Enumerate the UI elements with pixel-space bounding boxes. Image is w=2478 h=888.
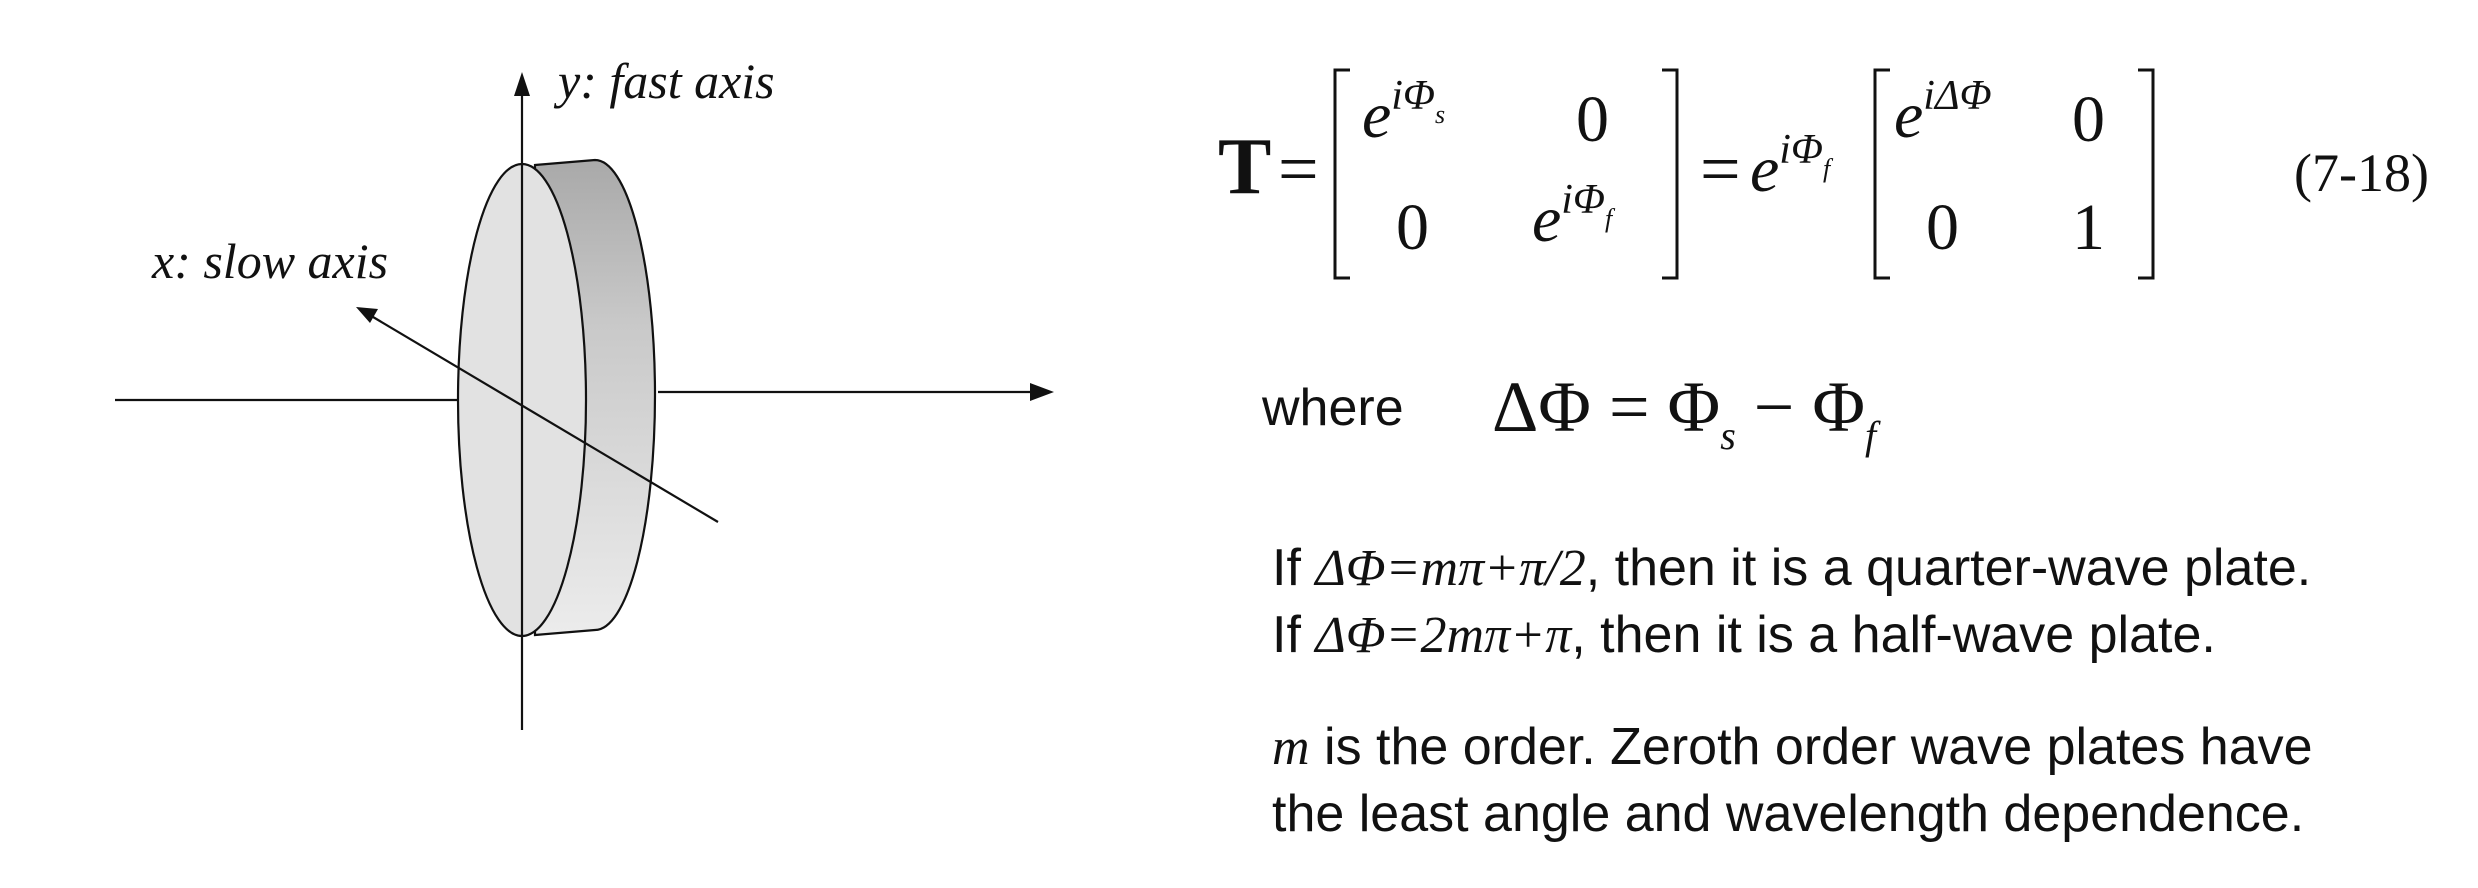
matrix1-right-bracket (1662, 68, 1679, 280)
order-note: m is the order. Zeroth order wave plates… (1272, 714, 2313, 847)
order-note-line1: m is the order. Zeroth order wave plates… (1272, 718, 2313, 776)
wave-plate-conditions: If ΔΦ=mπ+π/2, then it is a quarter-wave … (1272, 535, 2311, 669)
y-axis-label: y: fast axis (553, 53, 775, 109)
order-note-line2: the least angle and wavelength dependenc… (1272, 785, 2305, 843)
m2-r1c1: eiΔΦ (1894, 73, 1992, 152)
equation-number: (7-18) (2294, 143, 2429, 203)
equation-equals-2: = (1700, 129, 1741, 209)
m2-r1c2: 0 (2072, 83, 2105, 156)
m2-r2c1: 0 (1926, 191, 1959, 264)
x-axis-arrowhead (356, 307, 378, 323)
m1-r2c1: 0 (1396, 191, 1429, 264)
matrix2-left-bracket (1873, 68, 1890, 280)
where-label: where (1262, 379, 1404, 437)
m1-r2c2: eiΦf (1532, 177, 1613, 256)
matrix1-left-bracket (1333, 68, 1350, 280)
equation-lhs-T: T (1218, 123, 1272, 211)
matrix2-right-bracket (2138, 68, 2155, 280)
matrix-brackets (1333, 68, 2155, 280)
half-wave-condition: If ΔΦ=2mπ+π, then it is a half-wave plat… (1272, 606, 2216, 664)
x-axis-line (367, 313, 719, 523)
wave-plate-diagram: y: fast axis x: slow axis (115, 53, 1054, 730)
equation-equals-1: = (1278, 129, 1319, 209)
m1-r1c2: 0 (1576, 83, 1609, 156)
quarter-wave-condition: If ΔΦ=mπ+π/2, then it is a quarter-wave … (1272, 539, 2312, 597)
x-axis-label: x: slow axis (151, 233, 388, 289)
m2-r2c2: 1 (2072, 191, 2105, 264)
m1-r1c1: eiΦs (1362, 73, 1446, 152)
equation-factor: eiΦf (1750, 127, 1831, 206)
outgoing-beam-arrowhead (1030, 383, 1054, 401)
y-axis-arrowhead (514, 72, 530, 96)
delta-phi-definition: ΔΦ = Φs − Φf (1492, 367, 1877, 458)
